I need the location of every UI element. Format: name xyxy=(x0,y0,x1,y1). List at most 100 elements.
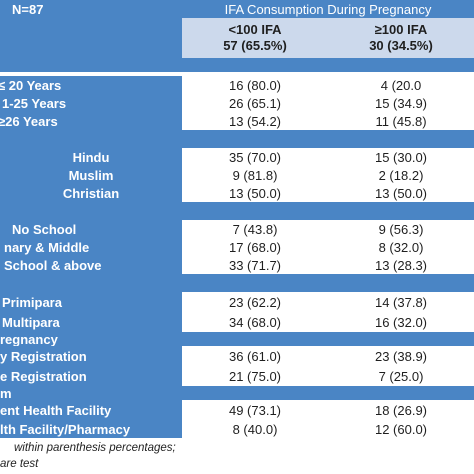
row-value-band xyxy=(182,292,474,312)
row-label: No School xyxy=(12,221,77,237)
row-label-cell xyxy=(0,292,182,312)
row-value-under-100: 13 (50.0) xyxy=(228,185,282,201)
row-value-under-100: 13 (54.2) xyxy=(228,113,282,129)
row-value-under-100 xyxy=(182,332,328,346)
row-value-band xyxy=(182,184,474,202)
table-row xyxy=(0,58,474,72)
row-label-cell xyxy=(0,166,182,184)
row-label-cell xyxy=(0,58,182,72)
row-value-under-100 xyxy=(182,130,328,148)
row-value-100-plus xyxy=(328,202,474,220)
row-label: m xyxy=(0,385,12,401)
row-value-band xyxy=(182,420,474,438)
row-value-100-plus: 15 (34.9) xyxy=(374,95,428,111)
row-label-cell xyxy=(0,332,182,346)
row-value-under-100: 7 (43.8) xyxy=(232,221,278,237)
row-value-band xyxy=(182,400,474,420)
row-label: y Registration xyxy=(0,348,87,364)
row-label-cell xyxy=(0,76,182,94)
row-label-cell xyxy=(0,420,182,438)
group-title: IFA Consumption During Pregnancy xyxy=(224,1,432,17)
row-label-cell xyxy=(0,386,182,400)
row-label: 1-25 Years xyxy=(2,95,67,111)
row-label: e Registration xyxy=(0,368,87,384)
table-row: Multipara 34 (68.0) 16 (32.0) xyxy=(0,312,474,332)
col1-count: 57 (65.5%) xyxy=(223,38,287,53)
table-row xyxy=(0,130,474,148)
row-value-under-100: 9 (81.8) xyxy=(232,167,278,183)
row-value-band xyxy=(182,386,474,400)
row-label: School & above xyxy=(4,257,102,273)
row-value-100-plus: 9 (56.3) xyxy=(378,221,424,237)
row-value-band xyxy=(182,220,474,238)
table-row: y Registration 36 (61.0) 23 (38.9) xyxy=(0,346,474,366)
footnote-1: within parenthesis percentages; xyxy=(14,442,176,454)
row-label-cell xyxy=(0,94,182,112)
row-label-cell xyxy=(0,238,182,256)
row-value-under-100 xyxy=(182,386,328,400)
table-row: m xyxy=(0,385,474,401)
row-value-band xyxy=(182,312,474,332)
table-row xyxy=(0,274,474,292)
row-value-band xyxy=(182,130,474,148)
row-label-cell xyxy=(0,148,182,166)
row-label-cell xyxy=(0,400,182,420)
row-label-cell xyxy=(0,202,182,220)
header-row-top: N=87 IFA Consumption During Pregnancy xyxy=(0,0,474,18)
row-value-band xyxy=(182,274,474,292)
label-column-cell xyxy=(0,18,182,58)
row-value-band xyxy=(182,256,474,274)
row-value-band xyxy=(182,346,474,366)
table-row: lth Facility/Pharmacy 8 (40.0) 12 (60.0) xyxy=(0,420,474,438)
table-row: Christian 13 (50.0) 13 (50.0) xyxy=(0,184,474,202)
row-value-under-100: 34 (68.0) xyxy=(228,314,282,330)
table-row: Hindu 35 (70.0) 15 (30.0) xyxy=(0,148,474,166)
row-value-100-plus: 11 (45.8) xyxy=(375,113,427,129)
header-sub-band xyxy=(182,18,474,58)
row-label-cell xyxy=(0,184,182,202)
row-value-100-plus: 2 (18.2) xyxy=(378,167,424,183)
row-value-100-plus: 16 (32.0) xyxy=(374,314,428,330)
row-value-100-plus xyxy=(328,386,474,400)
row-value-100-plus: 14 (37.8) xyxy=(374,294,428,310)
row-label: nary & Middle xyxy=(4,239,90,255)
row-label: ent Health Facility xyxy=(0,402,112,418)
row-value-under-100: 21 (75.0) xyxy=(228,368,282,384)
sample-size-label: N=87 xyxy=(12,1,44,17)
row-value-100-plus: 23 (38.9) xyxy=(374,348,428,364)
table-row: nary & Middle 17 (68.0) 8 (32.0) xyxy=(0,238,474,256)
row-value-band xyxy=(182,202,474,220)
table-row: ≤ 20 Years 16 (80.0) 4 (20.0 xyxy=(0,76,474,94)
row-label-cell xyxy=(0,256,182,274)
row-value-band xyxy=(182,76,474,94)
table-row: 1-25 Years 26 (65.1) 15 (34.9) xyxy=(0,94,474,112)
table-row xyxy=(0,202,474,220)
row-value-under-100 xyxy=(182,274,328,292)
row-label-cell xyxy=(0,112,182,130)
row-value-100-plus xyxy=(328,58,474,72)
row-value-under-100: 17 (68.0) xyxy=(228,239,282,255)
label-column-cell xyxy=(0,0,182,18)
row-value-100-plus xyxy=(328,274,474,292)
header-band xyxy=(182,0,474,18)
row-value-under-100: 8 (40.0) xyxy=(232,421,278,437)
col2-count: 30 (34.5%) xyxy=(369,38,433,53)
row-value-under-100 xyxy=(182,202,328,220)
col2-label: ≥100 IFA xyxy=(374,22,428,37)
header-row-sub: <100 IFA 57 (65.5%) ≥100 IFA 30 (34.5%) xyxy=(0,18,474,58)
row-label-cell xyxy=(0,346,182,366)
table-row: e Registration 21 (75.0) 7 (25.0) xyxy=(0,366,474,386)
row-label: lth Facility/Pharmacy xyxy=(0,421,131,437)
row-label: Hindu xyxy=(72,149,110,165)
row-value-100-plus: 7 (25.0) xyxy=(378,368,424,384)
col1-label: <100 IFA xyxy=(228,22,282,37)
table-row: No School 7 (43.8) 9 (56.3) xyxy=(0,220,474,238)
row-value-under-100: 49 (73.1) xyxy=(228,402,282,418)
row-value-under-100: 35 (70.0) xyxy=(228,149,282,165)
row-value-100-plus xyxy=(328,130,474,148)
row-value-100-plus: 12 (60.0) xyxy=(374,421,428,437)
row-label: Multipara xyxy=(2,314,60,330)
row-value-under-100: 16 (80.0) xyxy=(228,77,282,93)
row-value-band xyxy=(182,148,474,166)
row-label-cell xyxy=(0,130,182,148)
